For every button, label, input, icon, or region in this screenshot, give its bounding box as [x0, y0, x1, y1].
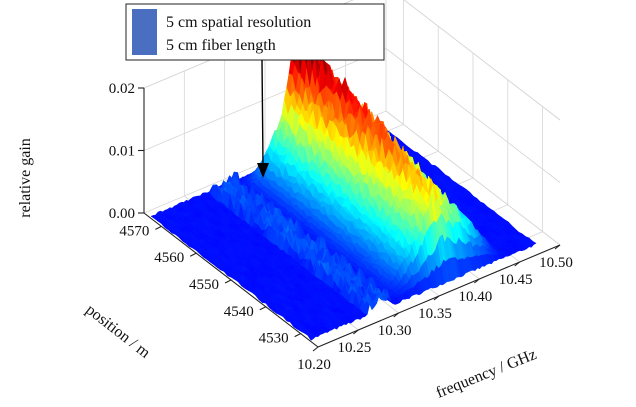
y-tick-label: 4530: [259, 331, 289, 347]
y-tick-label: 4560: [154, 250, 184, 266]
x-axis-label: frequency / GHz: [434, 346, 539, 402]
y-tick-label: 4550: [189, 277, 219, 293]
legend-box: [125, 3, 385, 61]
x-tick-label: 10.45: [499, 272, 533, 288]
z-axis-label: relative gain: [17, 138, 34, 218]
z-tick-label: 0.01: [109, 144, 135, 160]
tick-labels: 10.20 10.25 10.30 10.35 10.40 10.45 10.50 4530 4…: [109, 81, 573, 373]
y-tick-label: 4570: [119, 223, 149, 239]
x-tick-label: 10.30: [378, 323, 412, 339]
z-tick-label: 0.02: [109, 81, 135, 97]
z-tick-label: 0.00: [109, 206, 135, 222]
x-tick-label: 10.25: [337, 340, 371, 356]
annotation-arrow: [257, 59, 269, 178]
y-axis-label: position / m: [82, 301, 153, 362]
legend-swatch: [132, 9, 157, 55]
y-tick-label: 4540: [224, 304, 254, 320]
x-tick-label: 10.50: [539, 255, 573, 271]
legend-entry-2: 5 cm fiber length: [166, 37, 276, 54]
legend: 5 cm spatial resolution 5 cm fiber lengt…: [125, 3, 385, 61]
x-tick-label: 10.20: [297, 357, 331, 373]
legend-entry-1: 5 cm spatial resolution: [166, 14, 311, 31]
x-tick-label: 10.35: [418, 306, 452, 322]
x-tick-label: 10.40: [458, 289, 492, 305]
